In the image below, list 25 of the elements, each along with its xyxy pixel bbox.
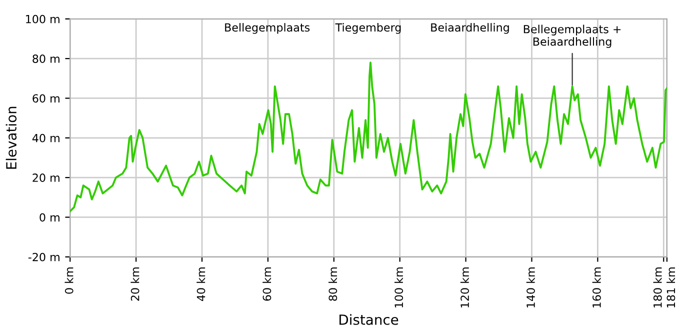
y-tick-label: -20 m [28,252,60,262]
x-tick-label: 0 km [64,268,74,294]
annotation: Bellegemplaats + Beiaardhelling [524,24,621,48]
x-tick-label: 160 km [592,268,601,308]
y-axis-title: Elevation [6,106,17,169]
y-tick-label: 0 m [40,213,60,222]
y-tick-label: 100 m [26,14,60,24]
x-tick-label: 60 km [262,268,272,301]
y-tick-label: 80 m [32,54,60,63]
x-tick-label: 20 km [130,268,140,301]
annotation: Beiaardhelling [431,23,509,34]
y-tick-label: 60 m [32,94,60,103]
y-tick-label: 20 m [32,174,60,182]
x-tick-label: 181 km [666,268,676,308]
x-tick-label: 100 km [394,268,404,308]
x-tick-label: 180 km [653,268,662,308]
line-series [70,62,667,212]
x-axis-title: Distance [340,314,398,325]
annotation: Bellegemplaats [225,23,310,34]
x-tick-label: 40 km [196,268,206,301]
annotation: Tiegemberg [335,23,401,34]
x-tick-label: 140 km [526,268,535,308]
x-tick-label: 80 km [328,268,338,301]
y-tick-label: 40 m [32,134,60,142]
x-tick-label: 120 km [460,268,470,308]
